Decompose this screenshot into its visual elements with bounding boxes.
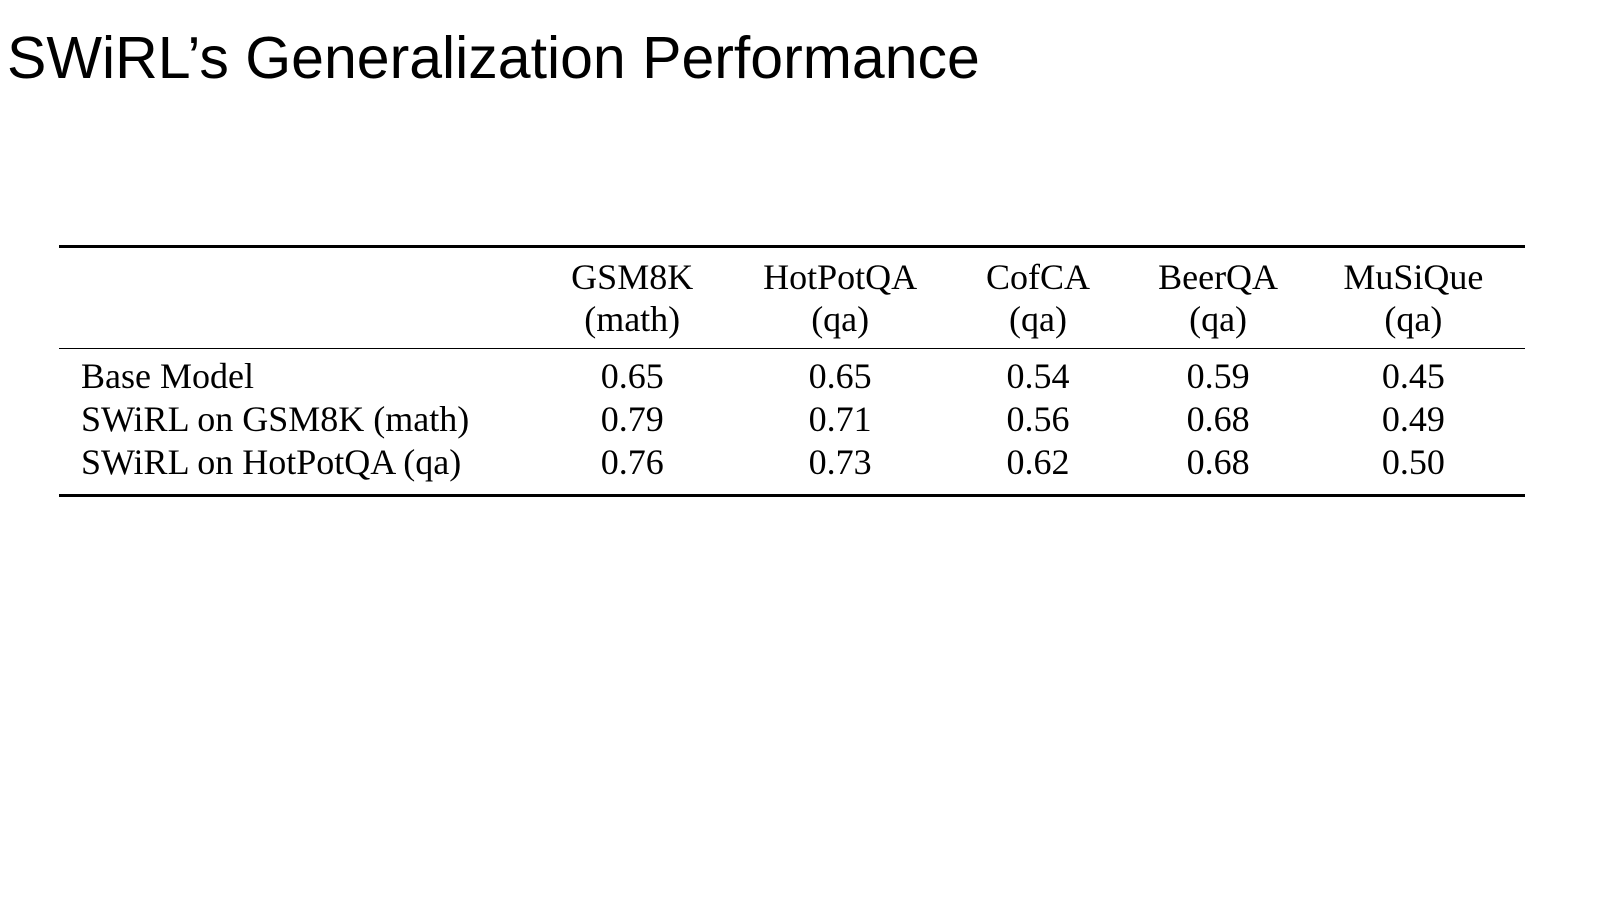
table-cell: 0.65 — [600, 356, 664, 396]
table-cell: 0.79 — [600, 399, 664, 439]
header-corner-cell — [59, 247, 526, 349]
table-body: Base Model 0.65 0.65 0.54 0.59 0.45 SWiR… — [59, 349, 1525, 496]
column-header-name: GSM8K — [571, 257, 694, 297]
table-cell: 0.71 — [808, 399, 872, 439]
table-row: SWiRL on HotPotQA (qa) 0.76 0.73 0.62 0.… — [59, 441, 1525, 496]
column-header-name: MuSiQue — [1343, 257, 1484, 297]
table-cell: 0.45 — [1381, 356, 1445, 396]
table-row: Base Model 0.65 0.65 0.54 0.59 0.45 — [59, 349, 1525, 399]
row-label: SWiRL on GSM8K (math) — [81, 399, 470, 439]
table-row: SWiRL on GSM8K (math) 0.79 0.71 0.56 0.6… — [59, 398, 1525, 441]
row-label: Base Model — [81, 356, 254, 396]
column-header-musique: MuSiQue (qa) — [1302, 247, 1525, 349]
table-cell: 0.65 — [808, 356, 872, 396]
column-header-type: (math) — [584, 299, 681, 339]
table-cell: 0.59 — [1186, 356, 1250, 396]
table-cell: 0.76 — [600, 442, 664, 482]
table-cell: 0.49 — [1381, 399, 1445, 439]
column-header-name: HotPotQA — [763, 257, 918, 297]
column-header-hotpotqa: HotPotQA (qa) — [739, 247, 942, 349]
column-header-name: BeerQA — [1158, 257, 1279, 297]
generalization-results-table: GSM8K (math) HotPotQA (qa) CofCA (qa) Be… — [59, 245, 1525, 497]
table-cell: 0.54 — [1006, 356, 1070, 396]
column-header-type: (qa) — [1009, 299, 1067, 339]
table-cell: 0.62 — [1006, 442, 1070, 482]
slide-title: SWiRL’s Generalization Performance — [7, 25, 980, 91]
column-header-beerqa: BeerQA (qa) — [1134, 247, 1301, 349]
column-header-name: CofCA — [985, 257, 1090, 297]
row-label: SWiRL on HotPotQA (qa) — [81, 442, 462, 482]
column-header-type: (qa) — [1189, 299, 1248, 339]
column-header-type: (qa) — [811, 299, 870, 339]
table-cell: 0.68 — [1186, 399, 1250, 439]
results-table-container: GSM8K (math) HotPotQA (qa) CofCA (qa) Be… — [59, 245, 1525, 497]
table-cell: 0.50 — [1381, 442, 1445, 482]
column-header-cofca: CofCA (qa) — [942, 247, 1135, 349]
table-cell: 0.56 — [1006, 399, 1070, 439]
column-header-gsm8k: GSM8K (math) — [526, 247, 739, 349]
table-header: GSM8K (math) HotPotQA (qa) CofCA (qa) Be… — [59, 247, 1525, 349]
column-header-type: (qa) — [1384, 299, 1443, 339]
table-cell: 0.73 — [808, 442, 872, 482]
table-cell: 0.68 — [1186, 442, 1250, 482]
header-row: GSM8K (math) HotPotQA (qa) CofCA (qa) Be… — [59, 247, 1525, 349]
